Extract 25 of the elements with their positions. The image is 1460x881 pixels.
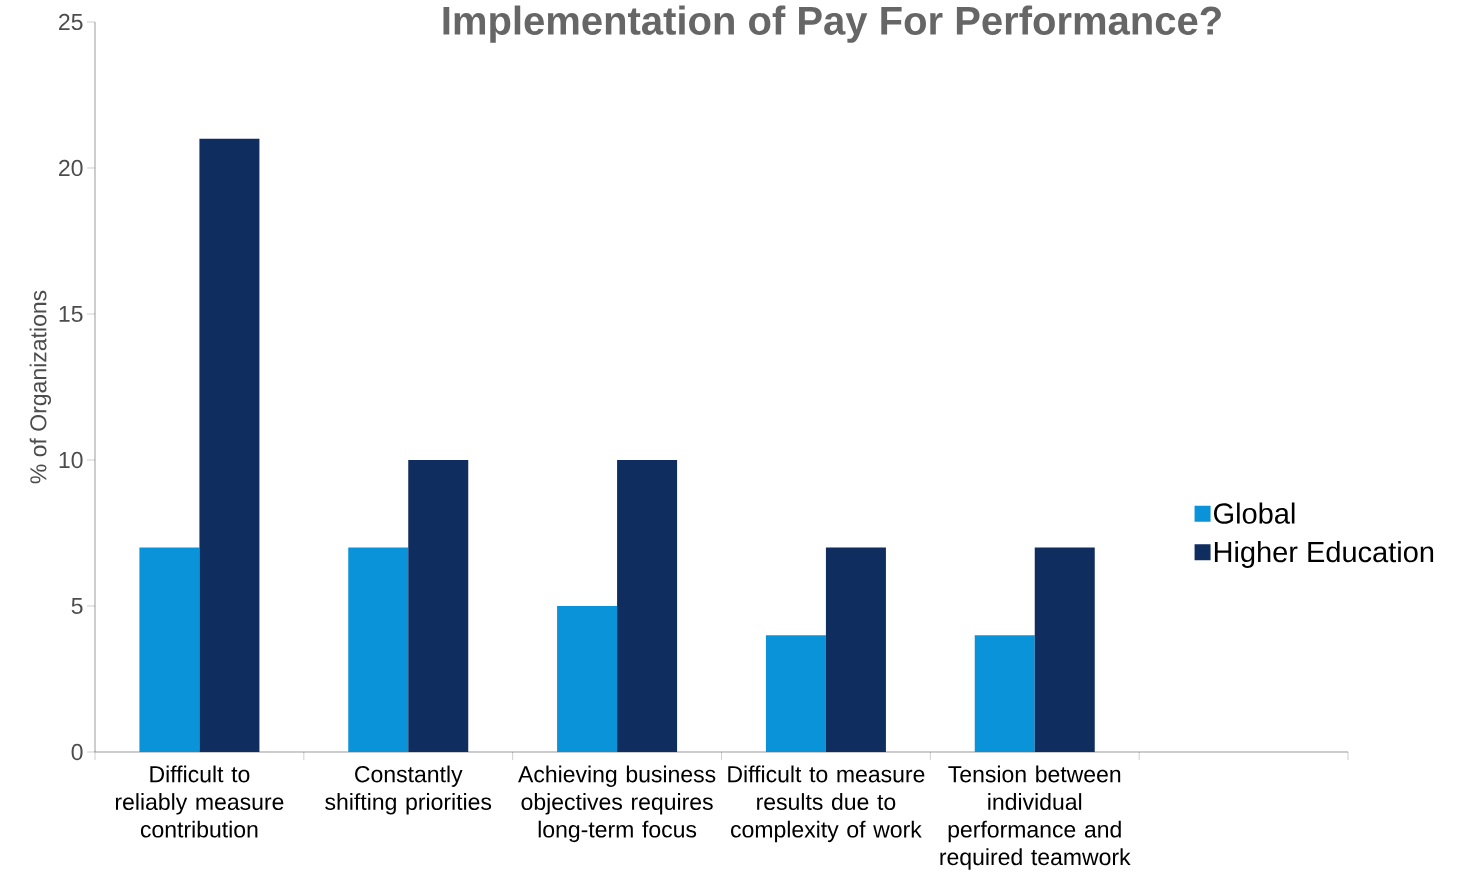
x-tick-label: Difficult to reliably measure contribution xyxy=(115,765,284,838)
y-tick-label: 5 xyxy=(71,597,83,615)
bar xyxy=(348,547,409,752)
bar xyxy=(825,547,886,752)
legend-label: Higher Education xyxy=(1214,540,1434,569)
y-tick-label: 10 xyxy=(59,451,83,469)
y-tick-label: 15 xyxy=(59,305,83,323)
x-tick-label: Difficult to measure results due to complexity of work xyxy=(728,765,925,843)
x-tick-label: Constantly shifting priorities xyxy=(325,765,492,815)
bar xyxy=(1034,547,1095,752)
bar xyxy=(765,635,826,752)
bar xyxy=(557,606,618,752)
y-tick-label: 20 xyxy=(59,159,83,177)
bar xyxy=(974,635,1035,752)
x-tick-label: Tension between individual performance and required teamwork xyxy=(940,765,1131,870)
y-axis-title: % of Organizations xyxy=(29,290,52,484)
chart-title: Implementation of Pay For Performance? xyxy=(443,5,1221,43)
y-tick-label: 25 xyxy=(59,13,83,31)
legend-label: Global xyxy=(1214,502,1295,524)
bar xyxy=(617,459,678,752)
x-tick-label: Achieving business objectives requires long-term focus xyxy=(518,765,716,843)
y-tick-label: 0 xyxy=(71,743,83,761)
bar xyxy=(408,459,469,752)
bar xyxy=(199,138,260,752)
bar xyxy=(139,547,200,752)
